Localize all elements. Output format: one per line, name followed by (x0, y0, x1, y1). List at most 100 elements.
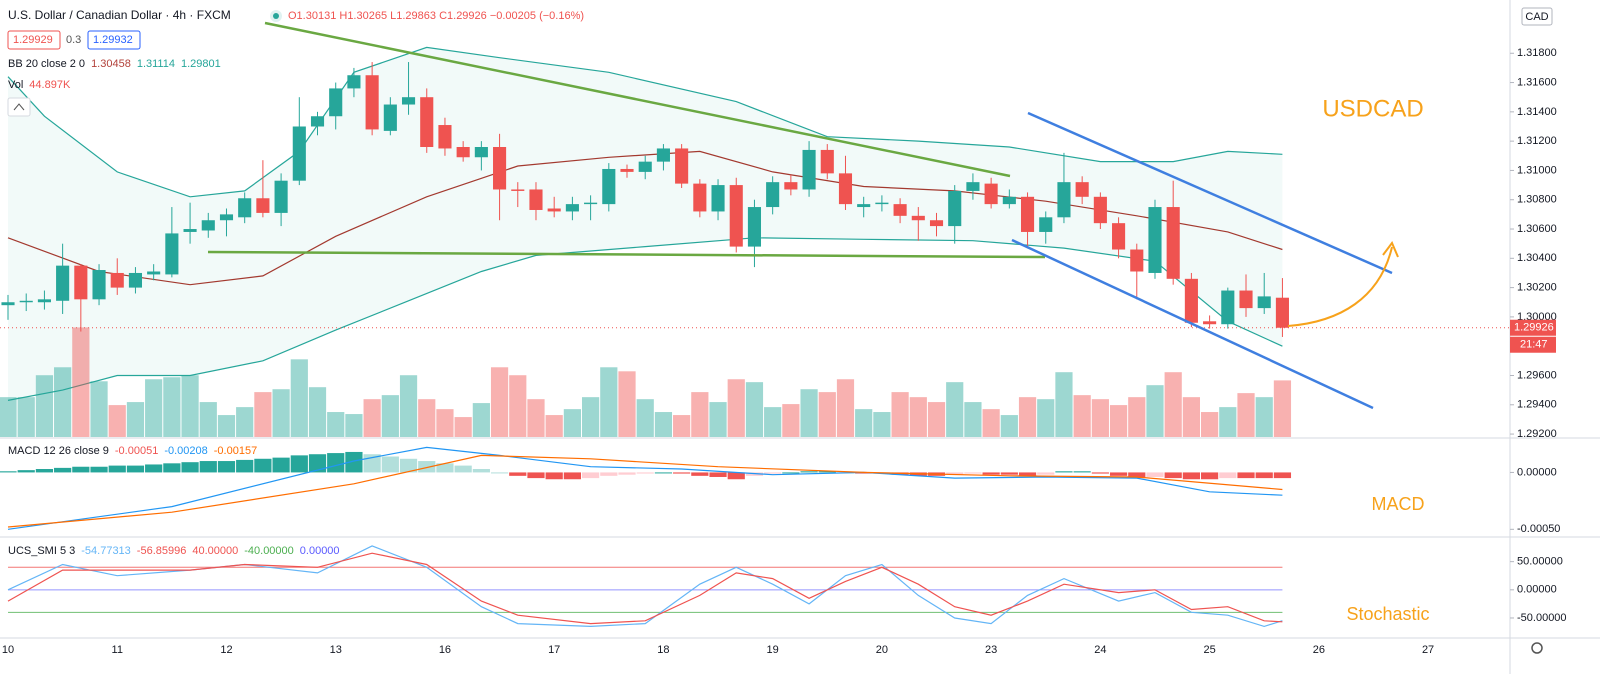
ask: 1.29932 (93, 34, 133, 46)
candle-body (1203, 321, 1217, 325)
candle-body (92, 270, 106, 300)
histogram-bar (1018, 472, 1037, 476)
volume-bar (1000, 415, 1018, 437)
histogram-bar (108, 465, 126, 473)
histogram-bar (254, 458, 272, 473)
histogram-bar (1055, 471, 1073, 473)
candle-body (256, 198, 270, 213)
currency-box[interactable] (1521, 7, 1553, 26)
x-tick-label: 19 (767, 644, 779, 656)
candle-body (911, 215, 925, 221)
histogram-bar (1255, 472, 1273, 479)
x-tick-label: 16 (439, 644, 451, 656)
volume-bar (126, 402, 145, 437)
volume-bar (581, 397, 600, 437)
candle-body (948, 190, 962, 227)
candle-body (438, 125, 452, 149)
drawings (207, 21, 1399, 410)
volume-bar (727, 379, 745, 437)
candle-body (875, 202, 889, 205)
volume-bar (181, 375, 199, 437)
candle-body (1002, 196, 1016, 205)
candle-body (547, 208, 561, 212)
y-tick-label: 1.30400 (1517, 252, 1557, 264)
chevron (13, 103, 25, 111)
histogram-bar (436, 463, 454, 473)
histogram-bar (654, 472, 673, 474)
legend-item: 1.30458 (91, 58, 131, 70)
volume-bar (982, 409, 1000, 437)
y-tick-label: 1.29600 (1517, 369, 1557, 381)
candle-body (347, 75, 361, 89)
legend-item: -40.00000 (244, 545, 294, 557)
volume-bar (381, 395, 399, 437)
volume-bar (1018, 397, 1037, 437)
legend-item: -0.00208 (164, 445, 207, 457)
y-tick-label: 1.30200 (1517, 282, 1557, 294)
header: U.S. Dollar / Canadian Dollar · 4h · FXC… (7, 7, 1553, 654)
histogram-bar (964, 472, 982, 474)
volume-bar (145, 379, 163, 437)
y-tick-label: 1.31000 (1517, 164, 1557, 176)
indicator-line (7, 454, 1283, 528)
histogram-bar (581, 472, 600, 479)
histogram-bar (454, 465, 472, 473)
collapse-button[interactable] (7, 97, 31, 117)
legend-item: -0.00157 (214, 445, 257, 457)
histogram-bar (1073, 471, 1091, 473)
candle-body (857, 204, 871, 208)
volume-bar (1273, 380, 1292, 437)
volume-bar (272, 389, 290, 437)
volume-bar (1091, 399, 1109, 437)
histogram-bar (54, 467, 72, 473)
settings-icon[interactable] (1531, 642, 1543, 654)
candle-body (693, 183, 707, 212)
volume-bar (1237, 393, 1255, 437)
candle-body (1130, 249, 1144, 272)
histogram-bar (782, 472, 800, 474)
histogram-bar (472, 469, 490, 473)
histogram-bar (199, 461, 217, 473)
legend: MACD 12 26 close 9 -0.00051 -0.00208 -0.001… (8, 445, 257, 457)
candle-body (511, 189, 525, 191)
candle-body (1148, 207, 1162, 273)
histogram-bar (527, 472, 545, 479)
candle-body (602, 168, 616, 205)
histogram-bar (381, 456, 399, 473)
volume-bar (1200, 412, 1219, 437)
volume-bar (217, 415, 236, 437)
y-tick-label: 50.00000 (1517, 556, 1563, 568)
trendline (207, 250, 1046, 259)
ohlc: O1.30131 H1.30265 L1.29863 C1.29926 −0.0… (288, 10, 584, 22)
candle-body (529, 189, 543, 210)
candle-body (1057, 182, 1071, 218)
legend-item: 1.31114 (137, 58, 175, 70)
histogram-bar (1146, 472, 1164, 477)
histogram-bar (691, 472, 709, 476)
y-tick-label: 1.30600 (1517, 223, 1557, 235)
volume-bar (327, 412, 345, 437)
histogram-bar (163, 463, 181, 473)
candle-body (784, 182, 798, 190)
volume-bar (509, 375, 527, 437)
candle-body (19, 300, 33, 303)
y-tick-label: 1.29200 (1517, 428, 1557, 440)
trendline (264, 21, 1011, 178)
histogram-bar (563, 472, 581, 480)
candle-body (1184, 278, 1198, 323)
candle-body (1020, 196, 1035, 232)
x-tick-label: 18 (657, 644, 669, 656)
arrow-head (1382, 241, 1399, 258)
y-tick-label: 1.31400 (1517, 106, 1557, 118)
ask-box[interactable] (87, 30, 141, 50)
candle-body (383, 104, 397, 131)
histogram-bar (72, 466, 90, 473)
bid-box[interactable] (7, 30, 61, 50)
candle-body (1075, 182, 1089, 197)
histogram-bar (1164, 472, 1182, 479)
volume-bar (691, 392, 709, 437)
histogram-bar (600, 472, 618, 476)
volume-bar (1255, 397, 1273, 437)
candle-body (1239, 290, 1253, 309)
